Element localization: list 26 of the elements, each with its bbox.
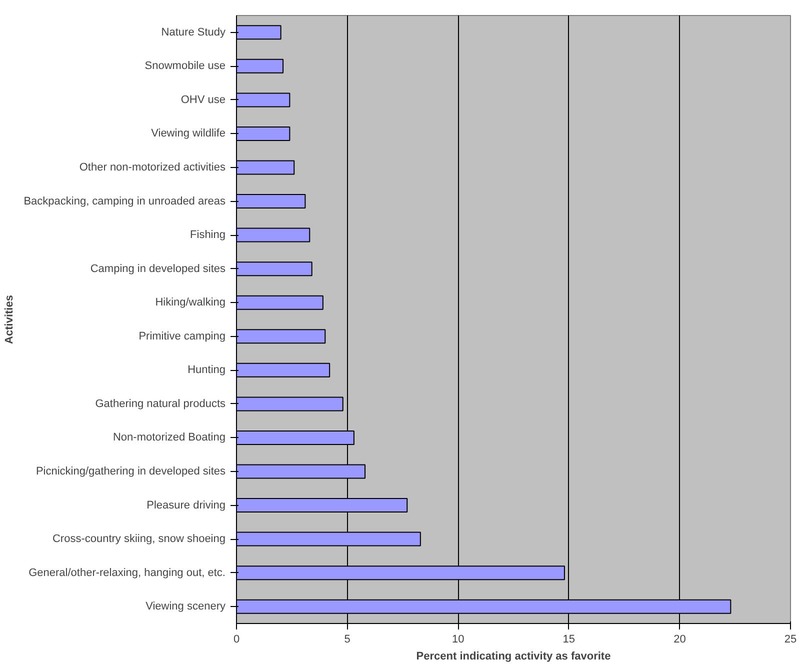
y-tick-label: Fishing bbox=[190, 229, 226, 242]
x-tick-label: 10 bbox=[452, 634, 464, 646]
x-tick-label: 0 bbox=[233, 634, 240, 646]
x-tick-label: 15 bbox=[562, 634, 576, 646]
y-tick-label: Picnicking/gathering in developed sites bbox=[36, 466, 226, 478]
y-tick-label: Cross-country skiing, snow shoeing bbox=[52, 533, 226, 546]
x-axis-title: Percent indicating activity as favorite bbox=[416, 650, 611, 662]
x-tick-label: 5 bbox=[344, 634, 350, 646]
x-tick-label: 20 bbox=[674, 634, 686, 646]
y-tick-label: General/other-relaxing, hanging out, etc. bbox=[28, 566, 226, 579]
y-axis-title: Activities bbox=[4, 295, 16, 344]
y-tick-label: Camping in developed sites bbox=[90, 262, 226, 275]
y-tick-label: Pleasure driving bbox=[146, 499, 226, 512]
y-tick-label: OHV use bbox=[180, 94, 226, 106]
y-tick-label: Hunting bbox=[188, 364, 226, 376]
y-tick-label: Snowmobile use bbox=[144, 60, 226, 72]
y-tick-label: Viewing wildlife bbox=[151, 128, 226, 140]
y-tick-label: Other non-motorized activities bbox=[79, 162, 226, 174]
y-tick-label: Gathering natural products bbox=[95, 398, 226, 410]
y-tick-label: Nature Study bbox=[161, 26, 226, 38]
y-tick-label: Viewing scenery bbox=[146, 600, 226, 613]
y-tick-label: Hiking/walking bbox=[155, 296, 226, 309]
y-tick-label: Primitive camping bbox=[138, 330, 226, 342]
y-tick-label: Backpacking, camping in unroaded areas bbox=[24, 195, 226, 208]
y-tick-label: Non-motorized Boating bbox=[112, 432, 226, 444]
x-tick-label: 25 bbox=[784, 634, 797, 646]
